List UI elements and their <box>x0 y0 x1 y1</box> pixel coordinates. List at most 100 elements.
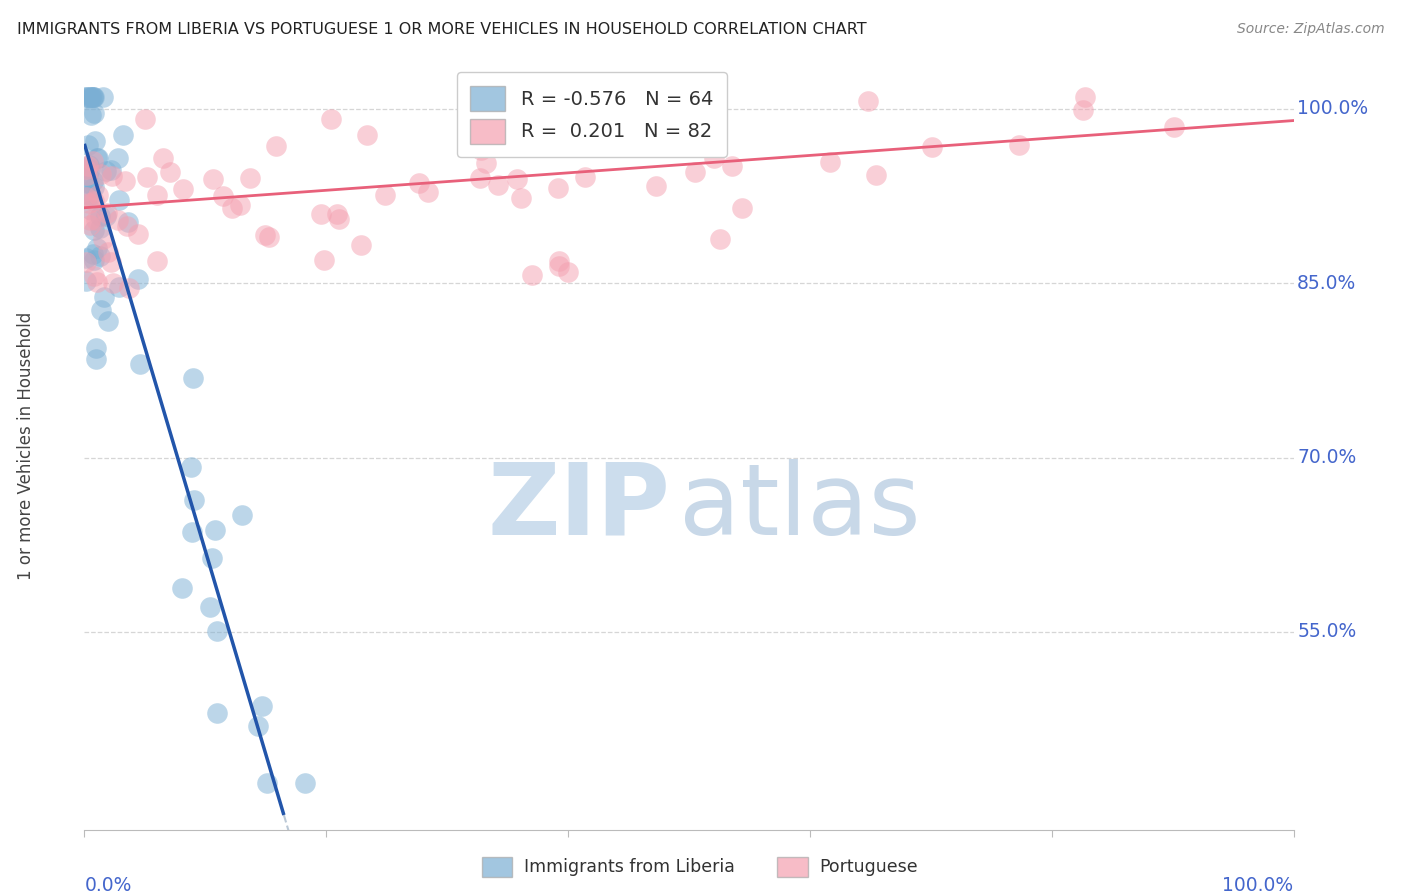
Point <box>250 698 273 713</box>
Point <box>108 193 131 207</box>
Point <box>312 253 335 268</box>
Point <box>557 265 579 279</box>
Point <box>89 209 111 223</box>
Point <box>522 268 544 282</box>
Text: Source: ZipAtlas.com: Source: ZipAtlas.com <box>1237 22 1385 37</box>
Text: 1 or more Vehicles in Household: 1 or more Vehicles in Household <box>17 312 35 580</box>
Point <box>574 169 596 184</box>
Point <box>100 254 122 268</box>
Point <box>84 351 107 366</box>
Point <box>644 178 666 193</box>
Point <box>246 719 269 733</box>
Point <box>77 159 100 173</box>
Point <box>86 151 108 165</box>
Point <box>82 90 104 104</box>
Point <box>475 155 498 169</box>
Point <box>80 203 103 218</box>
Point <box>75 161 97 175</box>
Point <box>86 241 108 255</box>
Point <box>468 171 491 186</box>
Point <box>101 277 124 291</box>
Point <box>107 213 129 227</box>
Point <box>127 227 149 242</box>
Point <box>84 134 107 148</box>
Text: Immigrants from Liberia: Immigrants from Liberia <box>523 858 734 876</box>
Point <box>239 170 262 185</box>
Point <box>108 280 131 294</box>
Point <box>91 90 114 104</box>
Point <box>172 182 194 196</box>
Point <box>83 106 105 120</box>
Point <box>1074 90 1097 104</box>
Point <box>685 164 707 178</box>
Text: atlas: atlas <box>679 458 921 556</box>
Point <box>624 136 647 151</box>
Point <box>83 222 105 236</box>
Point <box>75 90 97 104</box>
Point <box>83 194 105 208</box>
Point <box>79 212 101 227</box>
Point <box>76 169 98 183</box>
Point <box>183 371 205 385</box>
Point <box>107 151 129 165</box>
Point <box>229 198 252 212</box>
Point <box>86 151 108 165</box>
Point <box>211 189 233 203</box>
Point <box>350 237 373 252</box>
Point <box>1163 120 1185 134</box>
Point <box>319 112 342 127</box>
Point <box>180 524 202 539</box>
Point <box>76 176 98 190</box>
Text: IMMIGRANTS FROM LIBERIA VS PORTUGUESE 1 OR MORE VEHICLES IN HOUSEHOLD CORRELATIO: IMMIGRANTS FROM LIBERIA VS PORTUGUESE 1 … <box>17 22 866 37</box>
Point <box>82 153 104 168</box>
Point <box>356 128 378 143</box>
Point <box>97 314 120 328</box>
Point <box>183 492 205 507</box>
Point <box>865 168 887 182</box>
Point <box>80 108 103 122</box>
Point <box>82 247 104 261</box>
Point <box>100 162 122 177</box>
Point <box>198 599 221 614</box>
Text: 0.0%: 0.0% <box>84 876 132 892</box>
Point <box>547 254 569 268</box>
Point <box>77 158 100 172</box>
Point <box>204 523 226 537</box>
Point <box>665 119 688 133</box>
Text: 85.0%: 85.0% <box>1298 274 1357 293</box>
Text: 70.0%: 70.0% <box>1298 448 1357 467</box>
Point <box>82 90 104 104</box>
Point <box>83 180 105 194</box>
Point <box>231 508 253 522</box>
Point <box>86 275 108 289</box>
Point <box>1071 103 1094 117</box>
Point <box>266 139 288 153</box>
Point <box>201 550 224 565</box>
Point <box>96 164 118 178</box>
Text: ZIP: ZIP <box>488 458 671 556</box>
Point <box>77 187 100 202</box>
Text: Portuguese: Portuguese <box>818 858 918 876</box>
Point <box>93 290 115 304</box>
Point <box>75 255 97 269</box>
Point <box>569 125 592 139</box>
Point <box>114 174 136 188</box>
Point <box>254 228 277 243</box>
Point <box>83 253 105 268</box>
Point <box>94 210 117 224</box>
Point <box>547 259 569 273</box>
Point <box>547 180 569 194</box>
Point <box>79 90 101 104</box>
Point <box>118 281 141 295</box>
Point <box>146 254 169 268</box>
Point <box>117 215 139 229</box>
Point <box>486 178 509 192</box>
Point <box>75 274 97 288</box>
Point <box>205 624 228 639</box>
Point <box>80 188 103 202</box>
Point <box>89 220 111 235</box>
Point <box>856 94 879 108</box>
Point <box>82 174 104 188</box>
Point <box>90 167 112 181</box>
Point <box>115 219 138 233</box>
